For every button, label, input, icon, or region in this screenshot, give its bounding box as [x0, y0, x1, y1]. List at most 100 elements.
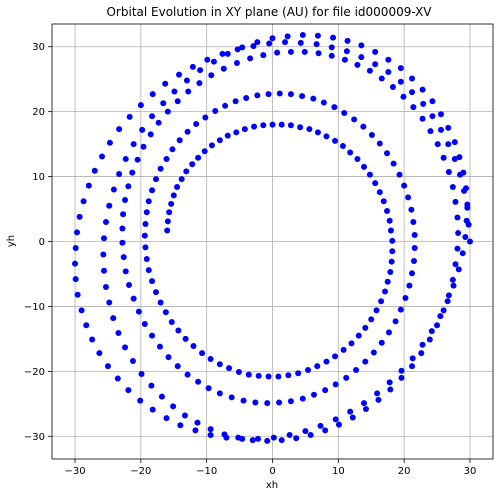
data-point: [444, 298, 451, 305]
data-point: [178, 176, 185, 183]
data-point: [80, 198, 87, 205]
data-point: [145, 198, 152, 205]
data-point: [194, 419, 201, 426]
data-point: [451, 156, 458, 163]
data-point: [434, 322, 441, 329]
data-point: [245, 371, 252, 378]
data-point: [429, 98, 436, 105]
tick-labels: −30 −20 −10 0 10 20 30 −30 −20 −10 0 10 20 30: [24, 42, 476, 477]
data-point: [122, 268, 129, 275]
data-point: [323, 358, 330, 365]
data-point: [375, 396, 382, 403]
data-point: [149, 332, 156, 339]
data-point: [204, 56, 211, 63]
data-point: [241, 126, 248, 133]
data-point: [140, 143, 147, 150]
data-point: [199, 350, 206, 357]
y-tick-label: −10: [24, 302, 45, 313]
data-point: [445, 141, 452, 148]
data-point: [120, 254, 127, 261]
data-point: [419, 341, 426, 348]
data-point: [409, 75, 416, 82]
data-point: [366, 171, 373, 178]
data-point: [460, 169, 467, 176]
axes: [48, 23, 494, 463]
data-point: [386, 329, 392, 336]
data-point: [445, 124, 452, 131]
data-point: [157, 165, 164, 172]
data-point: [137, 102, 144, 109]
data-point: [452, 198, 459, 205]
data-point: [317, 422, 324, 429]
data-point: [368, 316, 375, 323]
data-point: [247, 55, 254, 62]
data-point: [234, 46, 241, 53]
data-point: [405, 194, 412, 201]
data-point: [141, 320, 148, 327]
data-point: [134, 156, 141, 163]
data-point: [322, 387, 329, 394]
data-point: [301, 48, 308, 55]
data-point: [170, 192, 177, 199]
data-point: [143, 256, 150, 263]
data-point: [343, 48, 350, 55]
data-point: [297, 39, 304, 46]
chart-title: Orbital Evolution in XY plane (AU) for f…: [106, 5, 432, 19]
data-point: [207, 426, 214, 433]
data-point: [129, 357, 136, 364]
data-point: [314, 363, 321, 370]
data-point: [264, 400, 271, 407]
data-point: [358, 54, 365, 61]
data-point: [358, 42, 365, 49]
data-point: [347, 408, 354, 415]
data-point: [157, 299, 164, 306]
data-point: [392, 318, 399, 325]
data-point: [106, 299, 113, 306]
data-point: [332, 416, 339, 423]
data-point: [397, 306, 404, 313]
data-point: [190, 343, 197, 350]
data-point: [149, 406, 156, 413]
data-point: [384, 150, 391, 157]
data-point: [142, 220, 149, 227]
data-point: [445, 292, 452, 299]
data-point: [455, 230, 462, 237]
data-point: [354, 156, 361, 163]
y-tick-label: 0: [39, 237, 45, 248]
data-point: [427, 128, 434, 135]
data-point: [270, 434, 277, 441]
y-tick-label: 10: [32, 172, 45, 183]
data-point: [410, 219, 417, 226]
data-point: [142, 244, 149, 251]
data-point: [297, 124, 304, 131]
x-tick-label: 10: [332, 466, 345, 477]
data-point: [397, 65, 404, 72]
data-point: [269, 35, 276, 42]
data-point: [372, 48, 379, 55]
data-point: [207, 431, 214, 438]
data-point: [145, 267, 152, 274]
data-point: [343, 374, 350, 381]
data-point: [386, 379, 393, 386]
data-point: [163, 156, 170, 163]
data-point: [125, 387, 132, 394]
data-point: [254, 92, 261, 99]
data-point: [226, 365, 233, 372]
data-point: [388, 258, 395, 265]
data-point: [114, 375, 121, 382]
data-point: [293, 435, 300, 442]
data-point: [164, 108, 171, 115]
data-point: [434, 141, 441, 148]
data-point: [340, 346, 347, 353]
data-point: [233, 59, 240, 66]
data-point: [85, 182, 92, 189]
data-point: [360, 400, 367, 407]
data-point: [119, 225, 126, 232]
data-point: [322, 427, 329, 434]
data-point: [158, 393, 165, 400]
data-point: [260, 52, 267, 59]
data-point: [216, 390, 223, 397]
data-point: [165, 354, 172, 361]
data-point: [351, 116, 358, 123]
data-point: [420, 100, 427, 107]
